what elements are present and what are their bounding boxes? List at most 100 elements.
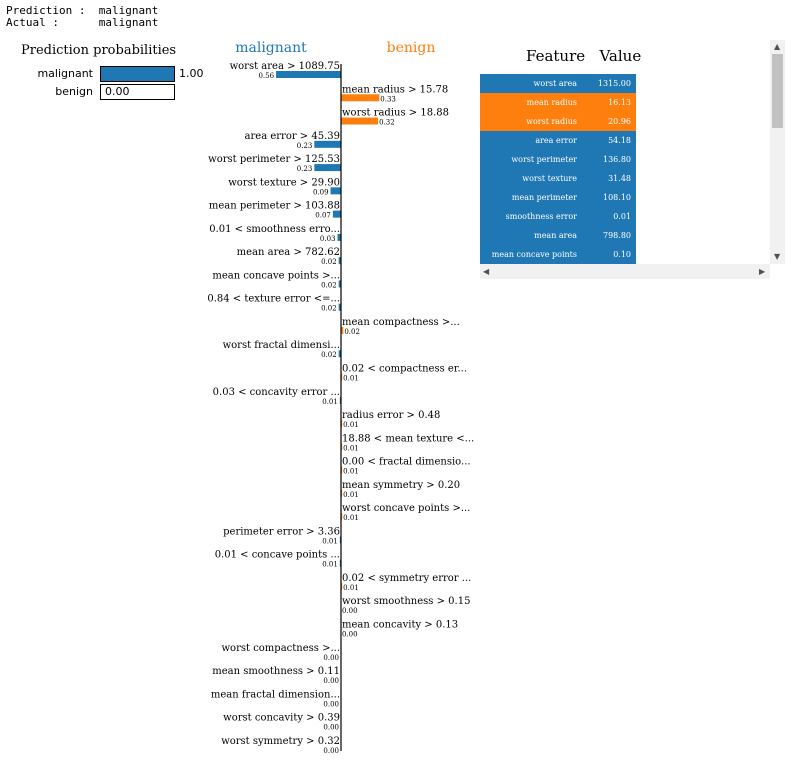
bar <box>332 210 341 218</box>
prob-label-benign: benign <box>55 85 93 98</box>
table-cell-feature: area error <box>535 136 577 145</box>
bar-value-label: 0.00 <box>323 724 339 732</box>
bar-value-label: 0.00 <box>323 677 339 685</box>
prediction-label: Prediction : <box>6 4 86 17</box>
prob-box-benign: 0.00 <box>100 84 175 100</box>
prediction-line: Prediction : malignant <box>6 4 158 17</box>
table-row: mean area 798.80 <box>480 226 636 245</box>
table-row: worst texture 31.48 <box>480 169 636 188</box>
bar-value-label: 0.01 <box>343 468 359 476</box>
bar <box>341 117 379 125</box>
bar-feature-label: 0.01 < smoothness erro... <box>209 224 340 235</box>
bar <box>314 164 341 172</box>
bar <box>338 257 341 265</box>
bar-value-label: 0.09 <box>313 188 329 196</box>
feature-table-body: worst area 1315.00 mean radius 16.13 worst r… <box>480 74 636 264</box>
bar-value-label: 0.00 <box>323 654 339 662</box>
table-row: area error 54.18 <box>480 131 636 150</box>
bar <box>338 280 341 288</box>
table-cell-value: 136.80 <box>603 155 631 164</box>
bar-value-label: 0.01 <box>343 514 359 522</box>
bar-value-label: 0.02 <box>321 305 337 313</box>
table-cell-feature: worst texture <box>522 174 577 183</box>
table-row: worst area 1315.00 <box>480 74 636 93</box>
table-cell-value: 0.01 <box>613 212 631 221</box>
bar-value-label: 0.02 <box>321 351 337 359</box>
bar-value-label: 0.32 <box>379 119 395 127</box>
explanation-chart: malignant benign worst area > 1089.750.5… <box>207 40 474 755</box>
scroll-left-icon[interactable]: ◀ <box>483 267 490 276</box>
bar-feature-label: worst concavity > 0.39 <box>223 713 340 724</box>
class-label-benign: benign <box>387 40 436 56</box>
bar-value-label: 0.01 <box>343 421 359 429</box>
bar-value-label: 0.01 <box>322 398 338 406</box>
table-cell-feature: mean radius <box>526 98 577 107</box>
bar-feature-label: perimeter error > 3.36 <box>223 526 340 537</box>
scroll-up-icon[interactable]: ▲ <box>774 42 781 51</box>
bar-feature-label: 0.01 < concave points ... <box>215 550 340 561</box>
bar-value-label: 0.02 <box>321 281 337 289</box>
bar-feature-label: mean compactness >... <box>342 317 460 328</box>
bar-feature-label: worst perimeter > 125.53 <box>208 154 340 165</box>
bar-feature-label: 18.88 < mean texture <... <box>342 433 474 444</box>
bar-feature-label: worst texture > 29.90 <box>228 177 340 188</box>
bar-feature-label: 0.02 < compactness er... <box>342 364 467 375</box>
prob-inner-value-benign: 0.00 <box>105 85 130 98</box>
scroll-right-icon[interactable]: ▶ <box>759 267 766 276</box>
table-cell-value: 20.96 <box>608 117 631 126</box>
prob-box-malignant <box>100 66 175 82</box>
bar-value-label: 0.23 <box>297 142 313 150</box>
bar-feature-label: radius error > 0.48 <box>342 410 440 421</box>
bar-value-label: 0.00 <box>323 700 339 708</box>
table-cell-feature: mean concave points <box>491 250 577 259</box>
table-cell-value: 798.80 <box>603 231 631 240</box>
horizontal-scrollbar[interactable]: ◀ ▶ <box>480 264 770 279</box>
col-header-value: Value <box>599 47 642 65</box>
table-header: Feature Value <box>526 47 641 65</box>
bar-feature-label: worst compactness >... <box>222 643 341 654</box>
bar-feature-label: 0.03 < concavity error ... <box>213 387 340 398</box>
bar-value-label: 0.00 <box>342 630 358 638</box>
table-cell-value: 108.10 <box>603 193 631 202</box>
prediction-value: malignant <box>98 4 159 17</box>
bar-feature-label: mean area > 782.62 <box>237 247 340 258</box>
bar-feature-label: worst area > 1089.75 <box>230 61 340 72</box>
table-cell-feature: worst radius <box>526 117 577 126</box>
class-label-malignant: malignant <box>235 40 307 56</box>
table-row: worst perimeter 136.80 <box>480 150 636 169</box>
table-row: mean concave points 0.10 <box>480 245 636 264</box>
table-cell-value: 0.10 <box>613 250 631 259</box>
col-header-feature: Feature <box>526 47 586 65</box>
bar-value-label: 0.33 <box>380 95 396 103</box>
bar-feature-label: mean concavity > 0.13 <box>342 619 458 630</box>
bar-feature-label: worst symmetry > 0.32 <box>221 736 340 747</box>
probabilities-title: Prediction probabilities <box>21 43 177 58</box>
bar-value-label: 0.01 <box>343 491 359 499</box>
bar <box>341 94 380 102</box>
bar <box>341 326 344 334</box>
bar-feature-label: worst fractal dimensi... <box>223 340 340 351</box>
prob-label-malignant: malignant <box>37 67 93 80</box>
bar-value-label: 0.00 <box>323 747 339 755</box>
table-row: mean perimeter 108.10 <box>480 188 636 207</box>
bar-value-label: 0.01 <box>322 537 338 545</box>
bar-value-label: 0.23 <box>297 165 313 173</box>
bar-feature-label: worst concave points >... <box>342 503 470 514</box>
scroll-down-icon[interactable]: ▼ <box>774 252 781 261</box>
bar-feature-label: 0.00 < fractal dimensio... <box>342 457 471 468</box>
bar-value-label: 0.03 <box>320 235 336 243</box>
bar-feature-label: mean perimeter > 103.88 <box>209 201 340 212</box>
scrollbar-thumb[interactable] <box>772 54 783 128</box>
bar <box>276 71 341 78</box>
bar-feature-label: mean concave points >... <box>212 270 340 281</box>
vertical-scrollbar[interactable]: ▲ ▼ <box>770 40 785 264</box>
bar-value-label: 0.01 <box>343 584 359 592</box>
bar-value-label: 0.01 <box>343 444 359 452</box>
table-cell-value: 1315.00 <box>597 79 631 88</box>
bar-feature-label: mean fractal dimension... <box>211 689 340 700</box>
bar <box>337 233 341 241</box>
bar-value-label: 0.00 <box>342 607 358 615</box>
bar-feature-label: worst radius > 18.88 <box>342 108 449 119</box>
table-cell-feature: worst area <box>533 79 577 88</box>
prob-value-malignant: 1.00 <box>179 67 204 80</box>
